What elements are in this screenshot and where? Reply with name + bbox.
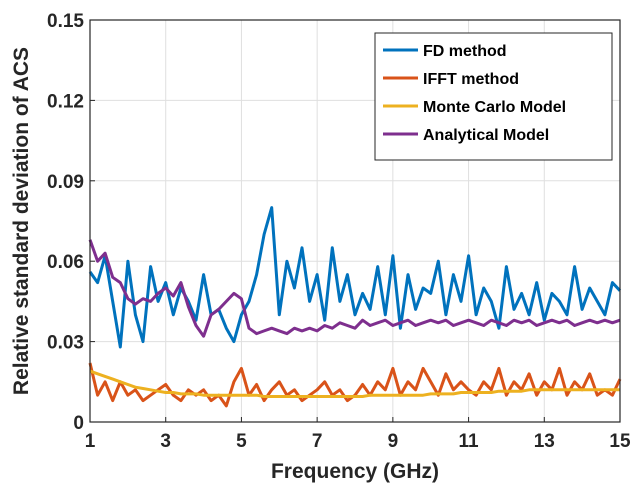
series-lines — [88, 206, 622, 408]
x-tick-label: 3 — [160, 431, 171, 452]
y-tick-label: 0.12 — [47, 91, 84, 112]
x-tick-label: 11 — [459, 431, 480, 452]
x-tick-label: 15 — [609, 431, 631, 452]
legend-box — [374, 32, 613, 161]
plot-area-frame — [89, 19, 621, 423]
y-axis-ticks: 0 0.03 0.06 0.09 0.12 0.15 — [47, 11, 95, 434]
x-axis-ticks: 1 3 5 7 9 11 13 15 — [85, 417, 631, 452]
legend-label-monte-carlo-model: Monte Carlo Model — [423, 99, 566, 116]
legend-label-fd-method: FD method — [423, 43, 507, 60]
series-line-monte-carlo-model — [89, 369, 620, 398]
y-tick-label: 0.09 — [47, 172, 84, 193]
x-tick-label: 7 — [312, 431, 323, 452]
legend: FD method IFFT method Monte Carlo Model Ana… — [374, 32, 613, 161]
legend-label-ifft-method: IFFT method — [423, 71, 519, 88]
legend-entries: FD method IFFT method Monte Carlo Model Ana… — [383, 43, 566, 144]
legend-label-analytical-model: Analytical Model — [423, 127, 549, 144]
y-tick-label: 0.06 — [47, 252, 84, 273]
x-tick-label: 5 — [236, 431, 247, 452]
y-tick-label: 0.15 — [47, 11, 84, 32]
x-tick-label: 1 — [85, 431, 96, 452]
x-tick-label: 13 — [534, 431, 555, 452]
y-tick-label: 0.03 — [47, 333, 84, 354]
y-tick-label: 0 — [73, 413, 84, 434]
series-line-fd-method — [88, 206, 622, 349]
series-line-analytical-model — [88, 239, 621, 338]
x-tick-label: 9 — [388, 431, 399, 452]
y-axis-label: Relative standard deviation of ACS — [10, 47, 33, 395]
x-axis-label: Frequency (GHz) — [271, 460, 439, 483]
